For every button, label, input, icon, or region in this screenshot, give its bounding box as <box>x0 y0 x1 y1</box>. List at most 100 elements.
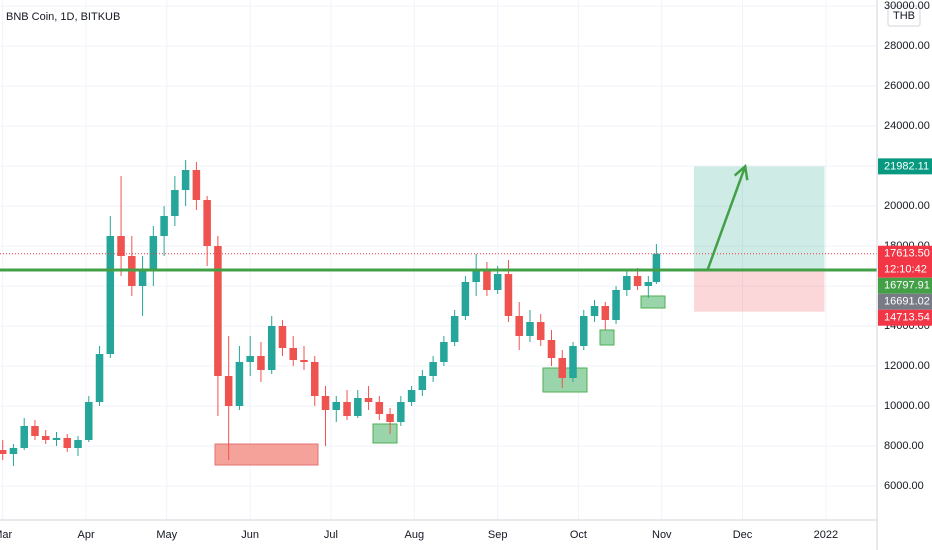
price-badge <box>878 158 932 175</box>
candle-body <box>450 316 459 342</box>
plot <box>0 160 877 466</box>
candle-body <box>547 340 556 358</box>
candle-body <box>203 200 211 246</box>
candle-body <box>0 450 7 454</box>
support-box <box>599 329 615 346</box>
candle-body <box>246 356 254 362</box>
candle-body <box>418 376 427 390</box>
price-badge <box>878 245 932 278</box>
candle-body <box>106 236 115 354</box>
chart-title: BNB Coin, 1D, BITKUB <box>6 11 120 23</box>
stop-zone <box>694 270 825 312</box>
x-tick-label: Aug <box>404 529 424 541</box>
candle-body <box>267 326 276 370</box>
y-tick-label: 12000.00 <box>884 360 930 372</box>
candle-body <box>224 376 233 406</box>
support-box <box>214 443 319 466</box>
candle-body <box>192 170 201 200</box>
candle-body <box>95 354 104 402</box>
candle-body <box>235 362 244 406</box>
grid <box>0 0 877 520</box>
price-badge-label: 16797.91 <box>884 280 930 292</box>
candle-body <box>343 402 351 416</box>
candle-body <box>407 390 416 402</box>
candle-body <box>375 402 384 414</box>
candle-body <box>472 270 480 282</box>
arrow <box>706 165 747 271</box>
candle-body <box>85 402 93 440</box>
y-tick-label: 8000.00 <box>884 440 924 452</box>
price-badge <box>878 277 932 294</box>
candle-body <box>138 270 147 286</box>
currency: THB <box>893 10 915 22</box>
candle-body <box>171 190 179 216</box>
candle-body <box>364 398 373 402</box>
candle-body <box>601 306 610 320</box>
candle-body <box>623 276 631 290</box>
price-badge-label: 21982.11 <box>884 160 929 172</box>
candle-body <box>31 426 39 436</box>
price-badge-label: 16691.02 <box>884 296 930 308</box>
candle-body <box>257 356 265 370</box>
x-tick-label: Dec <box>733 529 753 541</box>
candle-body <box>300 360 308 362</box>
candle-body <box>52 438 61 440</box>
candle-body <box>289 348 297 360</box>
x-tick-label: Sep <box>488 529 508 541</box>
candle-body <box>74 440 82 448</box>
candle-body <box>590 306 599 316</box>
x-tick-label: 2022 <box>814 529 838 541</box>
candle-body <box>493 274 502 290</box>
candle-body <box>321 396 330 410</box>
candle-body <box>354 398 362 416</box>
candle-body <box>278 326 287 348</box>
target-zone <box>694 166 825 271</box>
candle-body <box>440 342 448 362</box>
candle-body <box>633 276 642 286</box>
candle-body <box>149 236 158 270</box>
candle-body <box>515 316 523 336</box>
y-tick-label: 20000.00 <box>884 200 930 212</box>
price-badge-label: 17613.50 <box>884 248 930 260</box>
y-tick-label: 24000.00 <box>884 120 930 132</box>
candle-body <box>504 274 513 316</box>
x-tick-label: Oct <box>570 529 587 541</box>
candle-body <box>41 436 50 440</box>
x-tick-label: Apr <box>78 529 95 541</box>
y-tick-label: 30000.00 <box>884 0 930 12</box>
x-tick-label: Jun <box>241 529 259 541</box>
candle-body <box>214 246 222 376</box>
candle-body <box>117 236 125 256</box>
x-tick-label: Nov <box>652 529 672 541</box>
candle-body <box>483 270 491 290</box>
candle-body <box>397 402 405 422</box>
currency-box <box>887 5 921 27</box>
candle-body <box>9 448 18 454</box>
price-badge-label: 14713.54 <box>884 312 930 324</box>
candle-body <box>386 414 394 422</box>
candle-body <box>612 290 620 320</box>
candle-body <box>20 426 28 448</box>
countdown: 12:10:42 <box>884 264 927 276</box>
x-tick-label: Mar <box>0 529 12 541</box>
candle-body <box>310 362 319 396</box>
y-tick-label: 10000.00 <box>884 400 930 412</box>
x-tick-label: Jul <box>324 529 338 541</box>
candle-body <box>461 282 470 316</box>
candle-body <box>160 216 168 236</box>
candle-body <box>569 346 577 378</box>
price-badge <box>878 293 932 310</box>
candle-body <box>63 438 72 448</box>
candle-body <box>332 402 341 410</box>
y-tick-label: 28000.00 <box>884 40 930 52</box>
candle-body <box>526 322 534 336</box>
candle-body <box>429 362 437 376</box>
arrow-head <box>733 163 749 181</box>
support-box <box>372 423 398 444</box>
price-badge <box>878 309 932 326</box>
y-tick-label: 6000.00 <box>884 480 924 492</box>
candle-body <box>558 358 567 378</box>
